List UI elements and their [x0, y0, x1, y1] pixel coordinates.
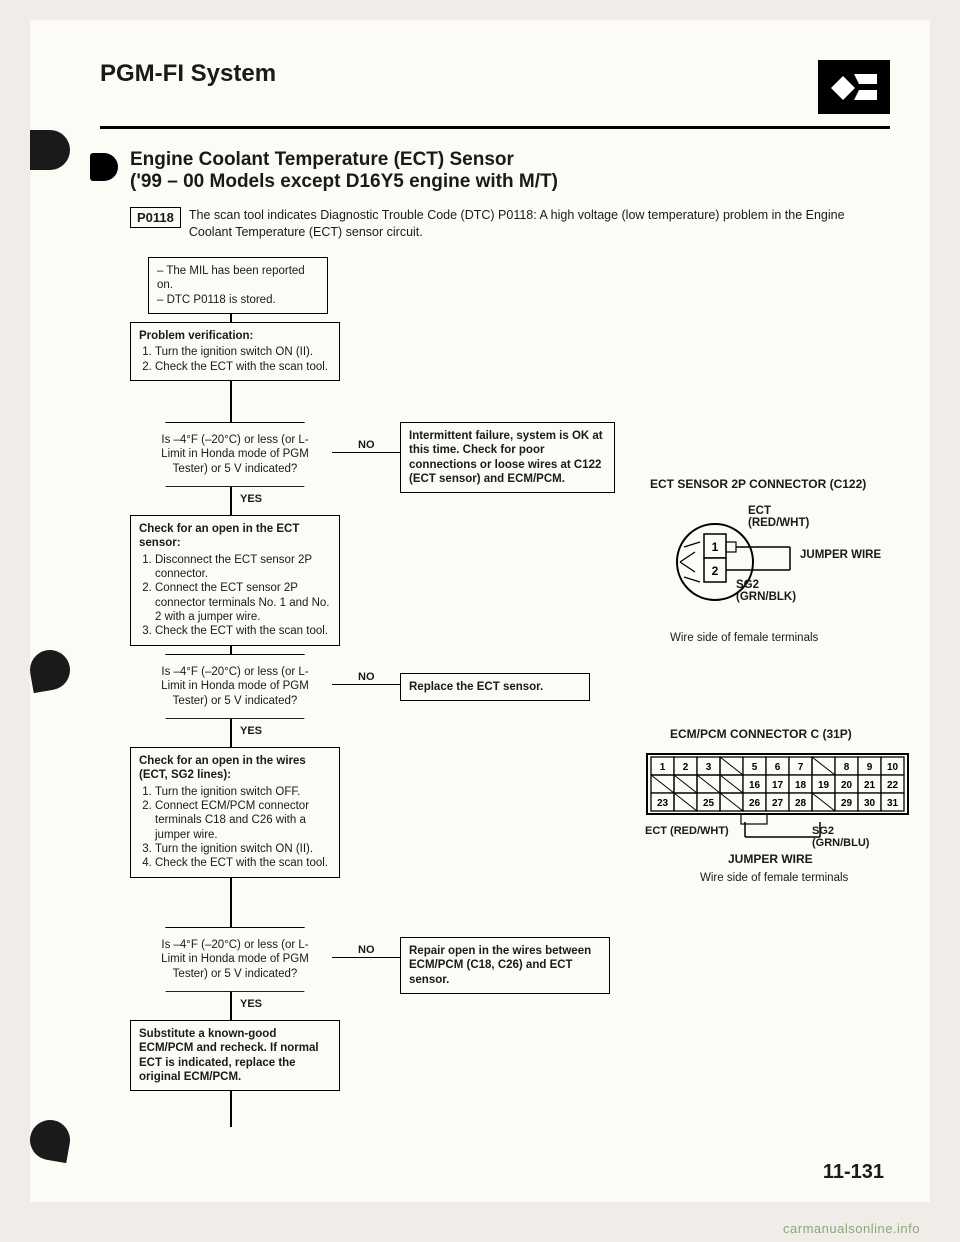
section-title-line1: Engine Coolant Temperature (ECT) Sensor — [130, 149, 890, 171]
svg-text:21: 21 — [864, 780, 876, 791]
flow-step-title: Problem verification: — [139, 330, 253, 342]
svg-text:18: 18 — [795, 780, 807, 791]
dtc-code-box: P0118 — [130, 207, 181, 228]
flow-decision: Is –4°F (–20°C) or less (or L-Limit in H… — [120, 927, 350, 992]
flow-label-yes: YES — [240, 493, 262, 505]
dtc-description: P0118 The scan tool indicates Diagnostic… — [100, 207, 890, 241]
flow-step-item: Connect ECM/PCM connector terminals C18 … — [155, 799, 331, 842]
flow-step-item: Check the ECT with the scan tool. — [155, 856, 331, 870]
ecm-caption: Wire side of female terminals — [700, 872, 848, 884]
svg-text:19: 19 — [818, 780, 830, 791]
system-title: PGM-FI System — [100, 60, 276, 88]
svg-text:7: 7 — [798, 762, 804, 773]
flow-result-box: Repair open in the wires between ECM/PCM… — [400, 937, 610, 994]
svg-text:9: 9 — [867, 762, 873, 773]
flow-decision-text: Is –4°F (–20°C) or less (or L-Limit in H… — [120, 927, 350, 992]
ect-label: ECT (RED/WHT) — [748, 505, 809, 529]
section-heading: Engine Coolant Temperature (ECT) Sensor … — [100, 149, 890, 193]
thumb-tab-icon — [27, 1117, 73, 1163]
flow-step-title: Check for an open in the ECT sensor: — [139, 523, 299, 549]
flow-step-item: Check the ECT with the scan tool. — [155, 624, 331, 638]
flow-result-box: Replace the ECT sensor. — [400, 673, 590, 701]
svg-text:25: 25 — [703, 798, 715, 809]
manual-logo-icon — [818, 60, 890, 114]
flow-decision: Is –4°F (–20°C) or less (or L-Limit in H… — [120, 654, 350, 719]
svg-text:23: 23 — [657, 798, 669, 809]
page-number: 11-131 — [823, 1161, 884, 1184]
page: PGM-FI System Engine Coolant Temperature… — [30, 20, 930, 1202]
svg-text:3: 3 — [706, 762, 712, 773]
thumb-tab-icon — [30, 130, 70, 170]
thumb-tab-icon — [27, 647, 73, 693]
svg-text:8: 8 — [844, 762, 850, 773]
ect-connector-title: ECT SENSOR 2P CONNECTOR (C122) — [650, 477, 866, 491]
section-title-line2: ('99 – 00 Models except D16Y5 engine wit… — [130, 171, 890, 193]
flow-step-box: Check for an open in the ECT sensor: Dis… — [130, 515, 340, 646]
ecm-pin-label-left: ECT (RED/WHT) — [645, 825, 729, 837]
flow-step-item: Turn the ignition switch ON (II). — [155, 345, 331, 359]
svg-text:27: 27 — [772, 798, 784, 809]
svg-text:28: 28 — [795, 798, 807, 809]
flow-label-no: NO — [358, 439, 375, 451]
flow-label-no: NO — [358, 671, 375, 683]
svg-text:29: 29 — [841, 798, 853, 809]
header: PGM-FI System — [100, 60, 890, 129]
flow-step-item: Turn the ignition switch OFF. — [155, 785, 331, 799]
svg-text:10: 10 — [887, 762, 899, 773]
flow-label-yes: YES — [240, 998, 262, 1010]
flow-decision-text: Is –4°F (–20°C) or less (or L-Limit in H… — [120, 654, 350, 719]
flow-step-list: Disconnect the ECT sensor 2P connector. … — [139, 553, 331, 639]
flow-step-item: Connect the ECT sensor 2P connector term… — [155, 581, 331, 624]
svg-text:6: 6 — [775, 762, 781, 773]
ecm-connector-title: ECM/PCM CONNECTOR C (31P) — [670, 727, 852, 741]
svg-text:1: 1 — [712, 540, 719, 554]
flow-step-box: Check for an open in the wires (ECT, SG2… — [130, 747, 340, 878]
ect-caption: Wire side of female terminals — [670, 632, 818, 644]
flow-decision-text: Is –4°F (–20°C) or less (or L-Limit in H… — [120, 422, 350, 487]
svg-text:17: 17 — [772, 780, 784, 791]
watermark-text: carmanualsonline.info — [783, 1221, 920, 1236]
svg-text:26: 26 — [749, 798, 761, 809]
ecm-jumper-label: JUMPER WIRE — [728, 852, 813, 866]
flow-label-yes: YES — [240, 725, 262, 737]
svg-text:22: 22 — [887, 780, 899, 791]
svg-text:20: 20 — [841, 780, 853, 791]
flowchart-area: – The MIL has been reported on. – DTC P0… — [100, 257, 890, 1137]
svg-text:30: 30 — [864, 798, 876, 809]
flow-step-item: Turn the ignition switch ON (II). — [155, 842, 331, 856]
flow-step-box: Problem verification: Turn the ignition … — [130, 322, 340, 381]
ect-jumper-label: JUMPER WIRE — [800, 549, 881, 561]
svg-text:2: 2 — [712, 564, 719, 578]
svg-text:16: 16 — [749, 780, 761, 791]
flow-label-no: NO — [358, 944, 375, 956]
flow-start-box: – The MIL has been reported on. – DTC P0… — [148, 257, 328, 314]
svg-text:5: 5 — [752, 762, 758, 773]
flow-step-item: Disconnect the ECT sensor 2P connector. — [155, 553, 331, 582]
flow-step-list: Turn the ignition switch OFF. Connect EC… — [139, 785, 331, 871]
dtc-text: The scan tool indicates Diagnostic Troub… — [189, 207, 890, 241]
flow-step-item: Check the ECT with the scan tool. — [155, 360, 331, 374]
flow-decision: Is –4°F (–20°C) or less (or L-Limit in H… — [120, 422, 350, 487]
ecm-pin-label-right: SG2 (GRN/BLU) — [812, 825, 890, 849]
svg-text:1: 1 — [660, 762, 666, 773]
svg-text:31: 31 — [887, 798, 899, 809]
svg-text:2: 2 — [683, 762, 689, 773]
flow-terminal-box: Substitute a known-good ECM/PCM and rech… — [130, 1020, 340, 1092]
flow-step-title: Check for an open in the wires (ECT, SG2… — [139, 755, 306, 781]
ect-label: SG2 (GRN/BLK) — [736, 579, 796, 603]
flow-step-list: Turn the ignition switch ON (II). Check … — [139, 345, 331, 374]
flow-result-box: Intermittent failure, system is OK at th… — [400, 422, 615, 494]
